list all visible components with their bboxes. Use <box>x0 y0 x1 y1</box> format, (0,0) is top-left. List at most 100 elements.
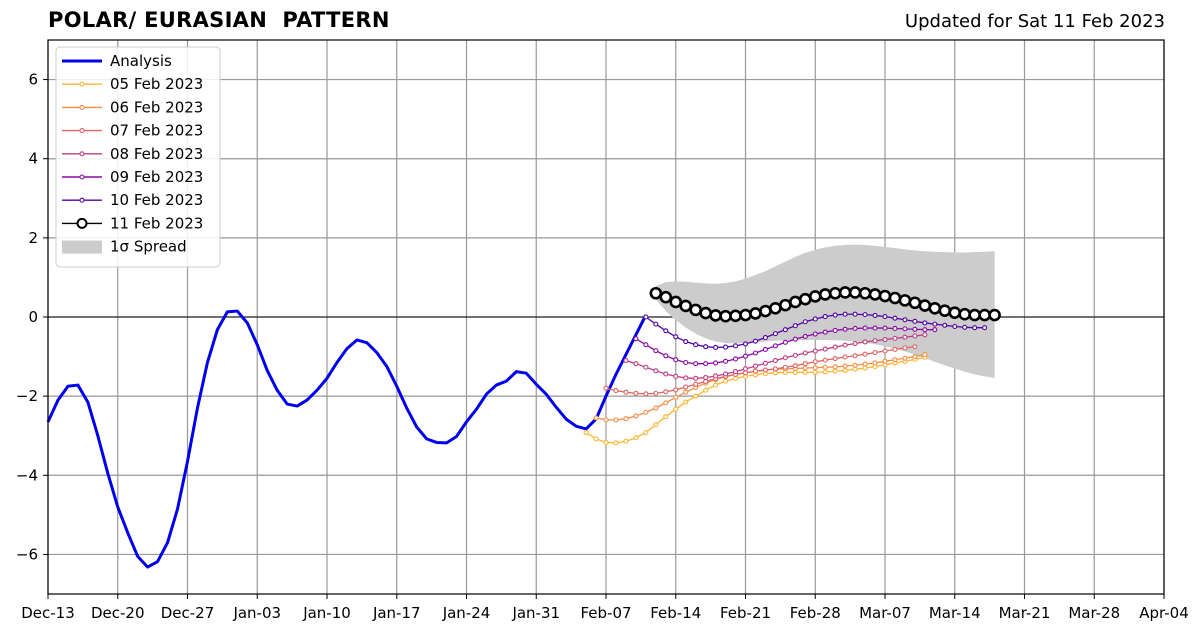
series-marker <box>882 337 888 343</box>
series-marker <box>892 357 898 363</box>
legend-label: 1σ Spread <box>110 238 187 256</box>
series-marker <box>802 365 808 371</box>
series-marker <box>603 439 609 445</box>
series-marker <box>643 314 649 320</box>
legend-marker <box>79 197 85 203</box>
series-marker <box>659 290 673 304</box>
series-marker <box>852 353 858 359</box>
series-marker <box>683 384 689 390</box>
legend-marker <box>79 174 85 180</box>
series-marker <box>832 368 838 374</box>
series-marker <box>862 312 868 318</box>
series-marker <box>872 360 878 366</box>
series-marker <box>623 357 629 364</box>
series-marker <box>912 333 918 339</box>
series-marker <box>882 325 888 331</box>
series-marker <box>838 286 852 299</box>
legend-label: 05 Feb 2023 <box>110 75 203 93</box>
series-line <box>46 309 648 569</box>
series-marker <box>848 286 862 299</box>
series-marker <box>922 352 928 358</box>
series-marker <box>842 342 848 348</box>
series-marker <box>752 368 759 374</box>
x-tick-label: Jan-03 <box>232 604 281 622</box>
series-marker <box>938 304 952 317</box>
y-tick-label: 2 <box>28 229 38 247</box>
series-marker <box>683 359 689 366</box>
series-marker <box>723 378 729 384</box>
series-marker <box>613 417 619 423</box>
series-marker <box>842 363 848 369</box>
series-marker <box>663 328 669 334</box>
x-tick-label: Feb-28 <box>790 604 841 622</box>
series-marker <box>772 343 778 349</box>
series-marker <box>962 324 968 330</box>
series-marker <box>842 326 848 332</box>
series-marker <box>912 344 918 350</box>
series-marker <box>852 311 858 317</box>
chart-title: POLAR/ EURASIAN PATTERN <box>48 8 390 32</box>
series-marker <box>798 292 812 306</box>
series-marker <box>583 429 589 436</box>
series-marker <box>623 416 629 422</box>
series-marker <box>732 369 739 375</box>
series-marker <box>723 344 729 350</box>
series-marker <box>633 435 639 441</box>
series-marker <box>723 358 729 364</box>
series-marker <box>703 344 709 350</box>
series-marker <box>653 368 659 374</box>
legend-marker <box>79 81 85 87</box>
series-marker <box>968 308 981 322</box>
series-marker <box>762 346 768 352</box>
series-marker <box>633 390 639 396</box>
series-marker <box>852 366 858 372</box>
series-marker <box>742 370 749 376</box>
series-marker <box>742 341 749 347</box>
series-marker <box>942 322 948 328</box>
series-marker <box>872 325 878 331</box>
y-tick-label: 6 <box>28 71 38 89</box>
series-marker <box>988 308 1001 322</box>
series-marker <box>792 336 798 342</box>
series-marker <box>828 286 842 300</box>
series-marker <box>643 364 649 370</box>
series-marker <box>669 295 683 309</box>
series-marker <box>782 355 788 361</box>
series-marker <box>922 320 928 326</box>
series-marker <box>643 409 649 415</box>
series-marker <box>832 312 838 318</box>
x-tick-label: Apr-04 <box>1139 604 1189 622</box>
series-marker <box>679 299 693 313</box>
series-marker <box>808 290 822 303</box>
legend-label: 08 Feb 2023 <box>110 145 203 163</box>
series-marker <box>653 422 659 428</box>
series-marker <box>892 335 898 341</box>
series-marker <box>713 344 719 351</box>
series-marker <box>752 350 759 356</box>
series-marker <box>792 352 798 358</box>
series-marker <box>762 335 768 341</box>
series-marker <box>719 309 732 323</box>
series-marker <box>812 331 818 337</box>
series-marker <box>862 339 868 345</box>
series-marker <box>683 389 689 395</box>
x-tick-label: Feb-14 <box>650 604 701 622</box>
series-marker <box>818 288 832 301</box>
series-marker <box>862 325 868 331</box>
series-marker <box>713 360 719 366</box>
series-marker <box>742 353 749 359</box>
series-marker <box>792 369 798 375</box>
series-marker <box>812 348 818 354</box>
series-marker <box>673 394 679 400</box>
series-marker <box>689 303 702 317</box>
y-tick-label: −4 <box>16 466 38 484</box>
series-marker <box>978 308 991 322</box>
legend-label: 07 Feb 2023 <box>110 122 203 140</box>
series-marker <box>769 301 782 315</box>
series-marker <box>892 315 898 321</box>
series-marker <box>802 369 808 375</box>
series-marker <box>762 360 768 366</box>
series-marker <box>902 345 908 351</box>
series-marker <box>709 309 722 322</box>
